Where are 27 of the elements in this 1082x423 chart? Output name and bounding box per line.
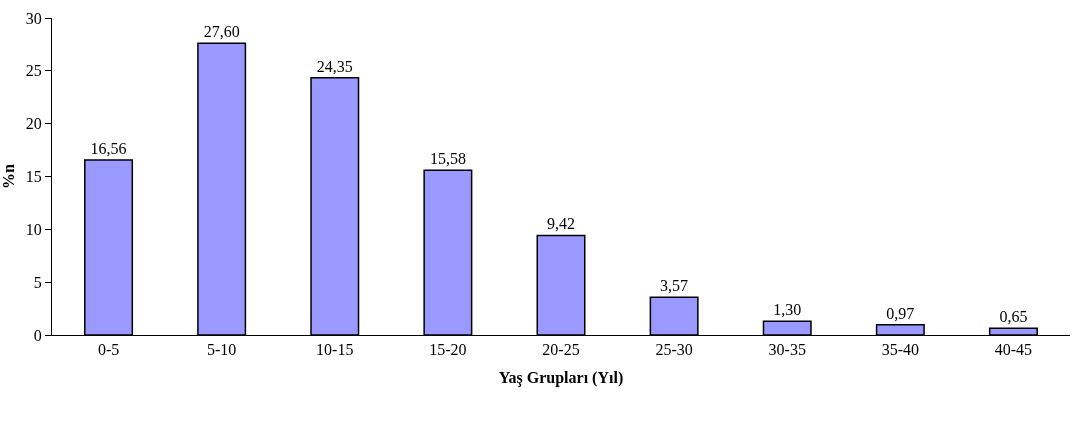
data-label: 27,60 xyxy=(203,23,240,41)
y-tick-label: 5 xyxy=(33,273,42,291)
x-tick-label: 0-5 xyxy=(97,341,120,359)
x-tick-label: 30-35 xyxy=(768,341,806,359)
y-axis-title: %n xyxy=(0,163,17,189)
data-label: 15,58 xyxy=(429,150,466,168)
x-tick-label: 10-15 xyxy=(316,341,354,359)
x-tick-label: 15-20 xyxy=(429,341,467,359)
data-label: 9,42 xyxy=(547,215,575,233)
x-tick-label: 35-40 xyxy=(881,341,919,359)
data-label: 24,35 xyxy=(316,57,353,75)
y-tick-label: 0 xyxy=(33,326,42,344)
data-label: 0,65 xyxy=(999,308,1028,326)
x-axis-title: Yaş Grupları (Yıl) xyxy=(498,368,624,387)
x-tick-label: 5-10 xyxy=(207,341,237,359)
x-tick-label: 25-30 xyxy=(655,341,693,359)
x-tick-label: 20-25 xyxy=(542,341,580,359)
data-label: 0,97 xyxy=(886,304,915,322)
data-label: 1,30 xyxy=(773,301,802,319)
data-label: 16,56 xyxy=(90,140,127,158)
y-tick-label: 20 xyxy=(25,115,42,133)
y-tick-label: 15 xyxy=(25,168,42,186)
y-tick-label: 25 xyxy=(25,62,42,80)
y-tick-label: 30 xyxy=(25,9,42,27)
data-label: 3,57 xyxy=(660,277,689,295)
y-tick-label: 10 xyxy=(25,220,42,238)
x-tick-label: 40-45 xyxy=(994,341,1033,359)
